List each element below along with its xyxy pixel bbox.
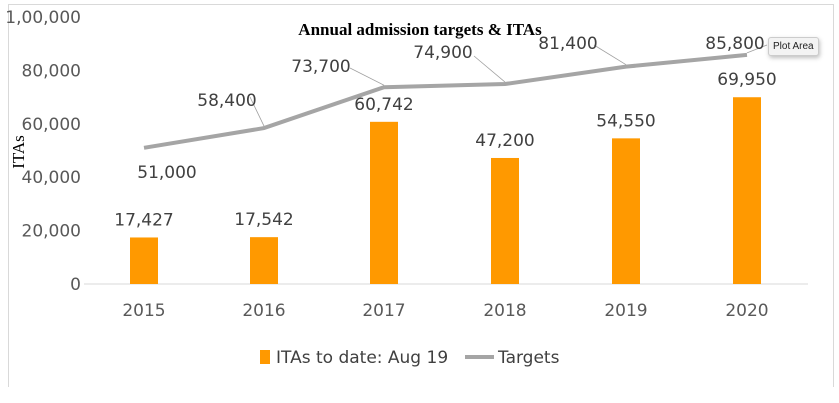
x-tick-label: 2020 — [725, 301, 768, 321]
x-tick-label: 2018 — [483, 301, 526, 321]
x-tick-label: 2017 — [362, 301, 405, 321]
bar-data-label: 17,542 — [234, 210, 293, 230]
chart-title: Annual admission targets & ITAs — [298, 20, 542, 39]
line-data-label: 58,400 — [197, 91, 256, 111]
y-axis-title: ITAs — [9, 135, 28, 169]
bar-2018 — [491, 157, 519, 284]
y-tick-label: 80,000 — [22, 61, 81, 81]
line-data-label: 81,400 — [538, 34, 597, 54]
targets-line — [143, 52, 748, 150]
y-tick-label: 1,00,000 — [5, 8, 81, 28]
x-tick-label: 2016 — [242, 301, 285, 321]
line-data-label: 85,800 — [705, 34, 764, 54]
leader-line — [746, 44, 768, 54]
chart-frame — [8, 4, 834, 387]
line-data-label: 74,900 — [413, 43, 472, 63]
legend-label-targets: Targets — [497, 348, 560, 368]
x-tick-label: 2019 — [604, 301, 647, 321]
line-data-label: 51,000 — [137, 163, 196, 183]
plot-area-tooltip: Plot Area — [768, 37, 819, 56]
bar-data-label: 17,427 — [114, 210, 173, 230]
legend-label-itas: ITAs to date: Aug 19 — [276, 348, 448, 368]
bar-data-label: 54,550 — [596, 111, 655, 131]
y-tick-label: 0 — [70, 275, 81, 295]
bar-data-label: 69,950 — [717, 70, 776, 90]
leader-line — [473, 55, 506, 83]
leader-line — [593, 44, 627, 66]
leader-line — [249, 96, 265, 127]
bar-2016 — [250, 237, 278, 284]
y-tick-label: 20,000 — [22, 222, 81, 242]
bar-2019 — [612, 138, 640, 284]
y-tick-label: 40,000 — [22, 168, 81, 188]
x-tick-label: 2015 — [122, 301, 165, 321]
line-data-label: 73,700 — [291, 57, 350, 77]
bar-2017 — [370, 121, 398, 284]
leader-line — [349, 67, 385, 86]
bar-data-label: 60,742 — [354, 95, 413, 115]
legend-bar-swatch — [260, 350, 270, 364]
y-tick-label: 60,000 — [22, 115, 81, 135]
bar-data-label: 47,200 — [475, 131, 534, 151]
bar-2015 — [130, 237, 158, 284]
bar-2020 — [733, 97, 761, 285]
